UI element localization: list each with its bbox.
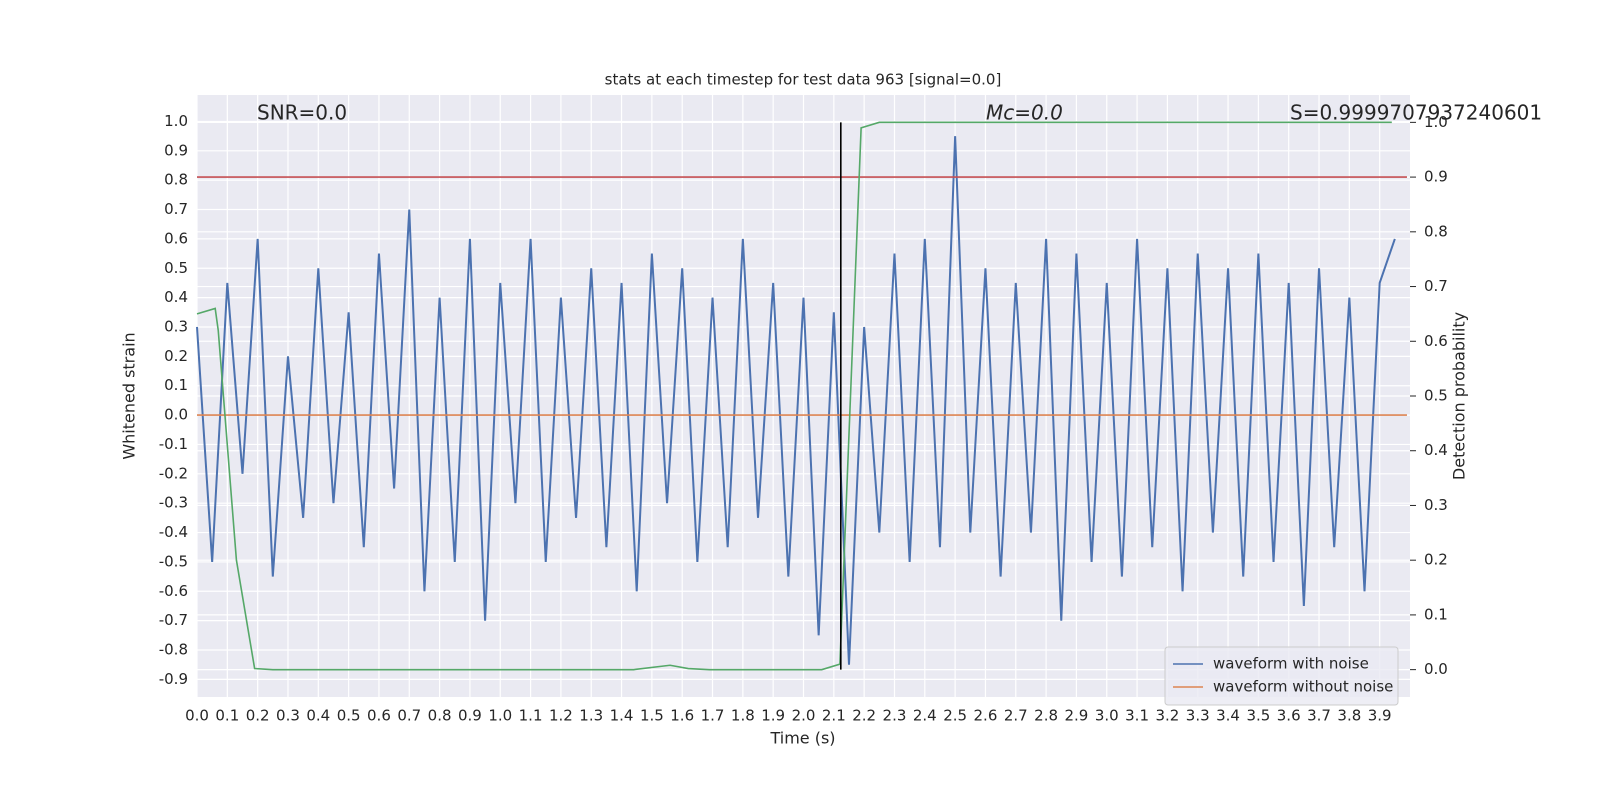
grid	[196, 95, 1410, 697]
y-tick-label: -0.9	[159, 670, 188, 688]
x-tick-label: 2.4	[913, 707, 937, 725]
marks	[196, 121, 1407, 671]
x-tick-label: 3.8	[1337, 707, 1361, 725]
x-tick-label: 3.6	[1277, 707, 1301, 725]
x-tick-label: 0.9	[458, 707, 482, 725]
y2-tick-label: 0.2	[1424, 551, 1448, 569]
y2-tick-label: 0.4	[1424, 441, 1448, 459]
y2-tick-label: 1.0	[1424, 113, 1448, 131]
x-tick-label: 0.3	[276, 707, 300, 725]
x-tick-label: 1.2	[549, 707, 573, 725]
x-tick-label: 3.3	[1186, 707, 1210, 725]
x-tick-label: 0.5	[337, 707, 361, 725]
y-tick-label: -0.1	[159, 435, 188, 453]
legend-box	[1164, 646, 1399, 706]
annotation: S=0.9999707937240601	[1290, 101, 1542, 125]
y-tick-label: 0.7	[164, 200, 188, 218]
x-tick-label: 2.9	[1064, 707, 1088, 725]
y-tick-label: -0.8	[159, 641, 188, 659]
legend-label: waveform with noise	[1213, 655, 1369, 673]
x-tick-label: 3.2	[1155, 707, 1179, 725]
y-tick-label: 0.3	[164, 317, 188, 335]
x-tick-label: 2.1	[822, 707, 846, 725]
x-tick-label: 0.7	[397, 707, 421, 725]
y-tick-label: -0.3	[159, 494, 188, 512]
annotation: SNR=0.0	[257, 101, 347, 125]
x-tick-label: 2.0	[792, 707, 816, 725]
x-tick-label: 3.7	[1307, 707, 1331, 725]
x-tick-label: 2.6	[974, 707, 998, 725]
y-tick-label: 0.6	[164, 229, 188, 247]
y-tick-label: -0.2	[159, 464, 188, 482]
y2-tick-label: 0.7	[1424, 277, 1448, 295]
x-tick-label: 1.5	[640, 707, 664, 725]
x-tick-label: 2.8	[1034, 707, 1058, 725]
x-tick-label: 1.7	[701, 707, 725, 725]
x-tick-label: 0.6	[367, 707, 391, 725]
y2-tick-label: 0.1	[1424, 605, 1448, 623]
x-tick-label: 3.4	[1216, 707, 1240, 725]
y2-tick-label: 0.3	[1424, 496, 1448, 514]
y-tick-label: 0.8	[164, 171, 188, 189]
legend-label: waveform without noise	[1213, 678, 1393, 696]
x-tick-label: 1.1	[519, 707, 543, 725]
y-tick-label: 0.0	[164, 406, 188, 424]
y-tick-label: -0.6	[159, 582, 188, 600]
x-tick-label: 3.0	[1095, 707, 1119, 725]
y-tick-label: -0.4	[159, 523, 188, 541]
x-tick-label: 1.8	[731, 707, 755, 725]
series-line	[196, 121, 1392, 671]
annotation: Mc=0.0	[986, 101, 1063, 125]
y-tick-label: 0.4	[164, 288, 188, 306]
y2-tick-label: 0.6	[1424, 332, 1448, 350]
x-tick-label: 1.9	[761, 707, 785, 725]
y-tick-label: 1.0	[164, 112, 188, 130]
y-tick-label: 0.9	[164, 141, 188, 159]
x-tick-label: 0.2	[246, 707, 270, 725]
x-tick-label: 2.7	[1004, 707, 1028, 725]
y-tick-label: -0.7	[159, 611, 188, 629]
y-tick-label: 0.1	[164, 376, 188, 394]
y-tick-label: 0.2	[164, 347, 188, 365]
chart-title: stats at each timestep for test data 963…	[605, 71, 1002, 89]
x-tick-label: 2.5	[943, 707, 967, 725]
y2-axis-label: Detection probability	[1450, 312, 1469, 480]
x-tick-label: 2.2	[852, 707, 876, 725]
x-tick-label: 1.4	[610, 707, 634, 725]
x-tick-label: 0.0	[185, 707, 209, 725]
y-axis-label: Whitened strain	[120, 332, 139, 459]
x-tick-label: 3.9	[1368, 707, 1392, 725]
x-tick-label: 3.5	[1246, 707, 1270, 725]
x-tick-label: 3.1	[1125, 707, 1149, 725]
x-tick-label: 0.8	[428, 707, 452, 725]
y2-tick-label: 0.8	[1424, 222, 1448, 240]
y-tick-label: 0.5	[164, 259, 188, 277]
y2-tick-label: 0.0	[1424, 660, 1448, 678]
x-tick-label: 1.3	[579, 707, 603, 725]
x-tick-label: 0.4	[306, 707, 330, 725]
series-line	[196, 136, 1396, 665]
x-tick-label: 1.0	[488, 707, 512, 725]
y2-tick-label: 0.9	[1424, 168, 1448, 186]
y-tick-label: -0.5	[159, 552, 188, 570]
x-tick-label: 1.6	[670, 707, 694, 725]
y2-tick-label: 0.5	[1424, 387, 1448, 405]
x-tick-label: 0.1	[215, 707, 239, 725]
x-tick-label: 2.3	[883, 707, 907, 725]
x-axis-label: Time (s)	[769, 729, 835, 748]
